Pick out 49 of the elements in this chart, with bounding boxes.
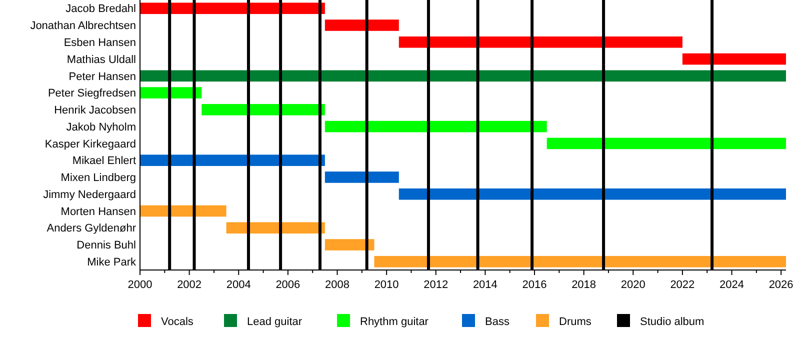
- bar: [374, 256, 786, 268]
- x-tick-label: 2010: [374, 279, 399, 291]
- y-tick-label: Jakob Nyholm: [66, 121, 136, 134]
- x-tick-label: 2008: [325, 279, 350, 291]
- y-tick-label: Mike Park: [87, 256, 136, 268]
- y-tick-label: Peter Siegfredsen: [48, 88, 136, 100]
- legend-label: Bass: [485, 316, 510, 328]
- bar: [140, 205, 226, 217]
- bar: [140, 2, 325, 14]
- y-tick-label: Mathias Uldall: [66, 54, 136, 66]
- legend-label: Studio album: [640, 316, 704, 328]
- legend-label: Lead guitar: [247, 316, 302, 328]
- y-tick-label: Morten Hansen: [60, 206, 136, 218]
- legend-label: Rhythm guitar: [360, 316, 429, 328]
- y-tick-label: Jacob Bredahl: [66, 3, 136, 16]
- y-tick-label: Peter Hansen: [68, 70, 136, 83]
- bar: [202, 104, 325, 116]
- bar: [546, 138, 786, 150]
- bar: [682, 53, 786, 65]
- x-tick-label: 2012: [424, 279, 448, 291]
- y-tick-label: Jonathan Albrechtsen: [30, 20, 136, 32]
- y-tick-label: Henrik Jacobsen: [54, 104, 136, 117]
- bar: [324, 20, 399, 31]
- x-tick-label: 2018: [572, 279, 596, 291]
- y-tick-label: Jimmy Nedergaard: [43, 188, 136, 201]
- y-tick-label: Anders Gyldenøhr: [46, 222, 136, 235]
- legend-label: Vocals: [161, 316, 194, 328]
- y-tick-label: Mixen Lindberg: [60, 172, 136, 184]
- bar: [324, 239, 374, 250]
- x-tick-label: 2022: [670, 279, 695, 291]
- bar: [398, 188, 786, 200]
- x-tick-label: 2020: [620, 279, 646, 291]
- x-tick-label: 2004: [226, 279, 251, 291]
- legend-label: Drums: [559, 316, 592, 328]
- x-tick-label: 2006: [276, 279, 300, 291]
- x-tick-label: 2026: [768, 279, 794, 291]
- x-tick-label: 2024: [720, 279, 744, 291]
- bar: [324, 120, 547, 132]
- y-tick-label: Esben Hansen: [64, 36, 136, 49]
- x-tick-label: 2014: [472, 279, 498, 291]
- y-tick-label: Kasper Kirkegaard: [44, 138, 136, 150]
- bar: [398, 36, 682, 48]
- x-tick-label: 2000: [128, 279, 152, 291]
- x-tick-label: 2016: [522, 279, 547, 291]
- x-tick-label: 2002: [177, 279, 202, 291]
- y-tick-label: Dennis Buhl: [76, 240, 136, 252]
- y-tick-label: Mikael Ehlert: [72, 155, 136, 168]
- bar: [140, 70, 786, 82]
- bar: [324, 172, 399, 183]
